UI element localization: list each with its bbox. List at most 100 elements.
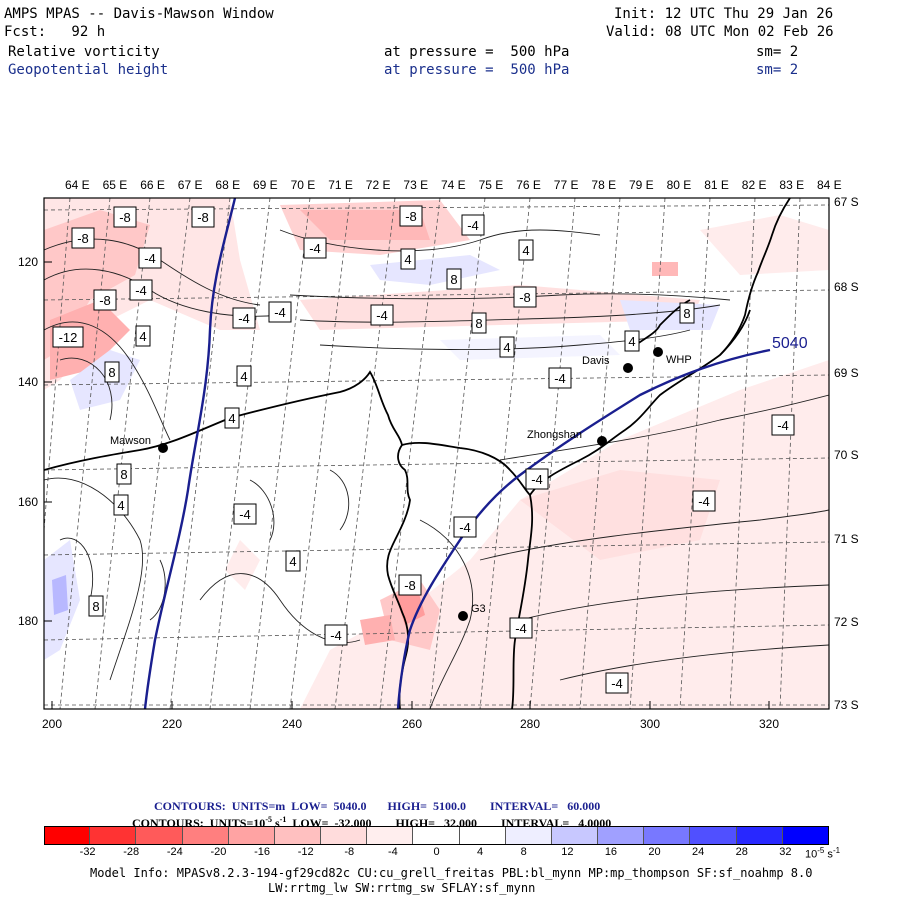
station-marker-zhongshan [597, 436, 607, 446]
field1-smoothing: sm= 2 [756, 44, 799, 60]
colorbar-cell [598, 827, 645, 844]
field2-level: at pressure = 500 hPa [384, 62, 570, 78]
colorbar-label: -20 [210, 846, 227, 858]
colorbar-label: 8 [520, 846, 527, 858]
vorticity-label: -4 [548, 367, 572, 389]
vorticity-label-text: -8 [519, 290, 531, 305]
station-marker-whp [653, 347, 663, 357]
vorticity-label: -4 [324, 624, 348, 646]
latitude-label: 70 S [834, 448, 859, 462]
latitude-label: 68 S [834, 280, 859, 294]
longitude-label: 83 E [779, 178, 804, 192]
x-axis-label: 300 [640, 717, 660, 731]
colorbar-unit-base: 10 [805, 848, 818, 861]
vorticity-label-text: -4 [459, 520, 471, 535]
vorticity-label: 8 [104, 361, 120, 383]
colorbar-label: -8 [344, 846, 355, 858]
longitude-labels: 64 E 65 E 66 E 67 E 68 E 69 E 70 E 71 E 72 E 73 E… [65, 178, 842, 192]
height-contour-info: CONTOURS: UNITS=m LOW= 5040.0 HIGH= 5100… [154, 799, 601, 813]
vorticity-label: -4 [138, 247, 162, 269]
vorticity-label: 4 [224, 407, 240, 429]
colorbar-label: 24 [692, 846, 705, 858]
longitude-label: 74 E [441, 178, 466, 192]
colorbar-cell [413, 827, 460, 844]
longitude-label: 66 E [140, 178, 165, 192]
height-contour-label: 5040 [772, 335, 808, 352]
vorticity-label: 4 [518, 239, 534, 261]
vorticity-label-text: 8 [450, 272, 457, 287]
longitude-label: 79 E [629, 178, 654, 192]
station-marker-mawson [158, 443, 168, 453]
vorticity-label: -4 [233, 503, 257, 525]
vorticity-label: 8 [116, 463, 132, 485]
colorbar-label: -4 [387, 846, 398, 858]
valid-time: Valid: 08 UTC Mon 02 Feb 26 [606, 24, 834, 40]
vorticity-label: 4 [135, 325, 151, 347]
colorbar-label: 0 [433, 846, 440, 858]
colorbar-cell [321, 827, 368, 844]
vorticity-label-text: -8 [77, 231, 89, 246]
colorbar-cell [44, 827, 91, 844]
vorticity-label-text: -8 [404, 578, 416, 593]
model-title: AMPS MPAS -- Davis-Mawson Window [4, 6, 274, 22]
vort-info-exp: -5 [265, 815, 272, 824]
y-axis-label: 180 [18, 614, 38, 628]
vorticity-label: -4 [461, 214, 485, 236]
colorbar-label: 32 [779, 846, 792, 858]
vorticity-label-group: -8 -8 -8 -8 -4 -4 -4 -4 4 -12 8 4 -8 -4 -4 8 -8 8 4 4 8 -4 4 4 -… [52, 205, 795, 694]
stations: Mawson Davis WHP Zhongshan G3 [110, 347, 692, 621]
field2-smoothing: sm= 2 [756, 62, 799, 78]
x-axis-labels: 200 220 240 260 280 300 320 [42, 717, 779, 731]
colorbar-frame [44, 826, 829, 845]
colorbar-label: -16 [254, 846, 270, 858]
longitude-label: 67 E [178, 178, 203, 192]
vorticity-label: 4 [236, 365, 252, 387]
vorticity-label-text: -4 [777, 418, 789, 433]
vorticity-label: 8 [679, 302, 695, 324]
colorbar-cell [274, 827, 322, 844]
longitude-label: 78 E [591, 178, 616, 192]
plot-frame [43, 197, 830, 710]
vorticity-label: -4 [605, 672, 629, 694]
colorbar-label: 12 [561, 846, 574, 858]
colorbar-cell [459, 827, 506, 844]
longitude-label: 68 E [215, 178, 240, 192]
vorticity-label-text: 4 [289, 554, 296, 569]
vorticity-label-text: 4 [139, 329, 146, 344]
vorticity-label: 8 [471, 312, 487, 334]
colorbar-label: 4 [477, 846, 484, 858]
x-axis-label: 200 [42, 717, 62, 731]
station-label-davis: Davis [582, 355, 610, 367]
longitude-label: 80 E [667, 178, 692, 192]
longitude-label: 73 E [403, 178, 428, 192]
latitude-labels: 67 S 68 S 69 S 70 S 71 S 72 S 73 S [834, 195, 859, 712]
vorticity-label-text: 4 [240, 369, 247, 384]
vorticity-label-text: 4 [628, 334, 635, 349]
longitude-label: 64 E [65, 178, 90, 192]
vorticity-label: 4 [285, 550, 301, 572]
vorticity-label: -8 [71, 227, 95, 249]
station-marker-davis [623, 363, 633, 373]
vorticity-label-text: 4 [503, 340, 510, 355]
longitude-label: 65 E [103, 178, 128, 192]
vorticity-label: 4 [624, 330, 640, 352]
colorbar-label: -28 [123, 846, 140, 858]
x-axis-label: 260 [402, 717, 422, 731]
longitude-label: 76 E [516, 178, 541, 192]
model-info-line2: LW:rrtmg_lw SW:rrtmg_sw SFLAY:sf_mynn [268, 881, 536, 895]
vorticity-label-text: -4 [330, 628, 342, 643]
y-axis-label: 120 [18, 255, 38, 269]
vorticity-label: -4 [129, 279, 153, 301]
colorbar-label: 20 [648, 846, 661, 858]
longitude-label: 69 E [253, 178, 278, 192]
vorticity-label-text: -4 [274, 305, 286, 320]
longitude-label: 77 E [554, 178, 579, 192]
vorticity-label-text: -4 [376, 308, 388, 323]
vorticity-label: -8 [399, 205, 423, 227]
vorticity-label-text: -12 [59, 330, 78, 345]
longitude-label: 70 E [291, 178, 316, 192]
vorticity-label-text: -4 [554, 371, 566, 386]
vorticity-label-text: -4 [698, 494, 710, 509]
y-axis-label: 160 [18, 495, 38, 509]
vorticity-label: -4 [268, 301, 292, 323]
